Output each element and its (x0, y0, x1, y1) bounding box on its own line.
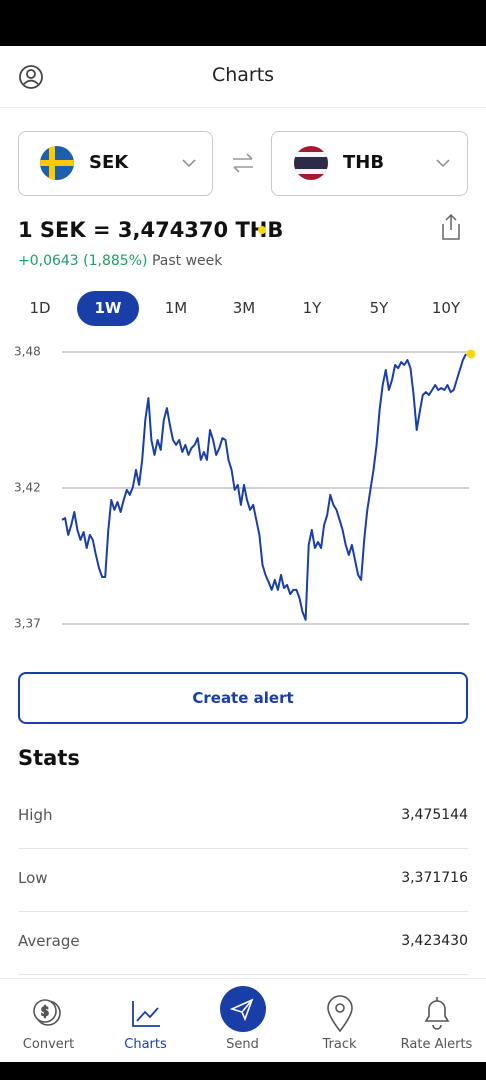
separator (18, 848, 468, 849)
nav-item[interactable]: Track (322, 1037, 357, 1052)
system-bar (0, 1062, 486, 1080)
y-tick-label: 3,42 (14, 481, 41, 495)
chart: 3,48 3,42 3,37 (14, 345, 476, 631)
from-picker[interactable] (18, 131, 213, 196)
nav-item[interactable]: Rate Alerts (400, 1037, 473, 1052)
divider (0, 978, 486, 979)
period-tab[interactable]: 1W (77, 291, 139, 326)
profile-icon[interactable] (18, 64, 44, 90)
nav-item[interactable]: Convert (22, 1037, 75, 1052)
stat-label: Average (18, 932, 80, 950)
svg-text:$: $ (41, 1005, 49, 1020)
flag-th (294, 146, 328, 180)
stat-value: 3,423430 (401, 933, 468, 949)
stat-label: High (18, 806, 53, 824)
change-value: +0,0643 (1,885%) (18, 253, 148, 269)
rate-line (61, 353, 467, 621)
share-icon[interactable] (439, 213, 463, 241)
nav-item[interactable]: Charts (124, 1037, 167, 1052)
current-point (466, 349, 476, 359)
to-picker[interactable] (271, 131, 468, 196)
stat-value: 3,371716 (401, 870, 468, 886)
period-tab[interactable]: 1Y (302, 299, 322, 317)
flag-se (40, 146, 74, 180)
nav-item[interactable]: Send (226, 1037, 259, 1052)
chevron (436, 159, 450, 168)
period-tab[interactable]: 5Y (369, 299, 389, 317)
stat-value: 3,475144 (401, 807, 468, 823)
swap-icon[interactable] (230, 151, 256, 175)
nav-icons: $ (33, 986, 450, 1033)
status-bar (0, 0, 486, 46)
live-dot (258, 226, 266, 234)
y-tick-label: 3,48 (14, 345, 41, 359)
from-currency: SEK (89, 152, 129, 173)
y-tick-label: 3,37 (14, 617, 41, 631)
chevron (182, 159, 196, 168)
create-alert-button[interactable]: Create alert (18, 672, 468, 724)
change: +0,0643 (1,885%) Past week (18, 253, 222, 269)
period-tab[interactable]: 1D (29, 299, 51, 317)
stats-title: Stats (18, 746, 80, 770)
separator (18, 974, 468, 975)
period-tab[interactable]: 3M (232, 299, 256, 317)
separator (18, 911, 468, 912)
stat-label: Low (18, 869, 48, 887)
rate: 1 SEK = 3,474370 THB (18, 218, 284, 242)
period: Past week (151, 253, 223, 269)
header-title: Charts (211, 64, 275, 86)
period-tab[interactable]: 10Y (431, 299, 461, 317)
divider (0, 107, 486, 108)
period-tab[interactable]: 1M (164, 299, 188, 317)
to-currency: THB (343, 152, 385, 173)
